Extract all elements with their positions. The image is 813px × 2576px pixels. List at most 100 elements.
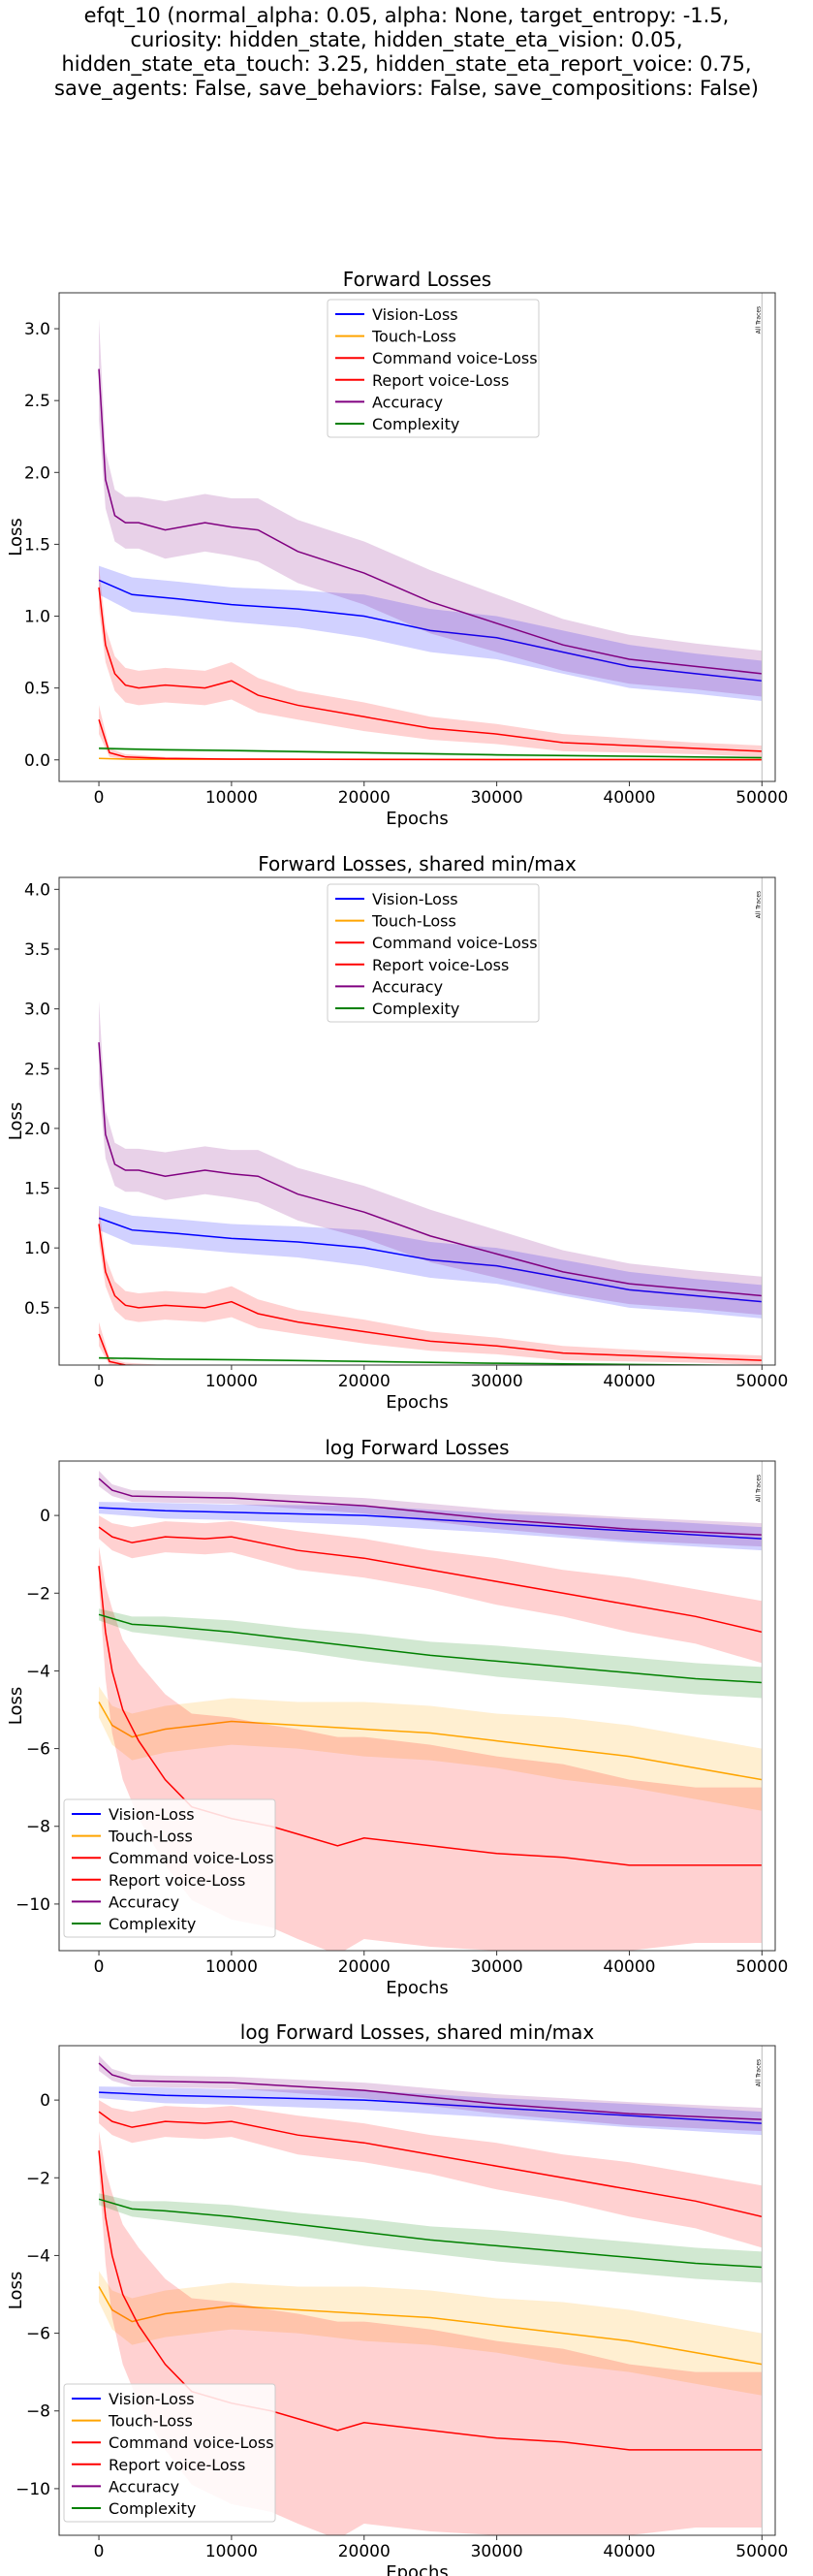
x-tick-label: 50000 (735, 1957, 788, 1977)
series-line-accuracy (98, 2062, 763, 2120)
series-line-touch (99, 1366, 762, 1367)
legend-label-vision: Vision-Loss (109, 1805, 195, 1824)
x-tick-label: 0 (94, 1957, 105, 1977)
series-band-touch (99, 1686, 763, 1811)
y-tick-label: 1.5 (24, 535, 50, 555)
legend-label-command: Command voice-Loss (372, 934, 538, 952)
x-tick-label: 40000 (603, 1957, 655, 1977)
chart-panel-3: log Forward Losses All Traces 0 10000 20000 3… (6, 1436, 788, 1998)
series-band-touch (99, 1366, 762, 1368)
series-line-report (98, 1566, 763, 1866)
y-tick-label: −8 (26, 2402, 50, 2422)
legend-box (327, 883, 540, 1023)
y-tick-label: 1.0 (24, 608, 50, 627)
legend-label-accuracy: Accuracy (372, 393, 443, 411)
x-tick-label: 50000 (735, 2542, 788, 2561)
x-tick-label: 40000 (603, 788, 655, 808)
series-band-accuracy (99, 1471, 763, 1547)
legend-label-accuracy: Accuracy (372, 977, 443, 996)
series-line-accuracy (98, 1042, 763, 1297)
legend-label-command: Command voice-Loss (109, 2433, 274, 2452)
series-band-touch (99, 2271, 763, 2396)
legend-label-complexity: Complexity (109, 2499, 196, 2518)
y-tick-label: 3.0 (24, 320, 50, 339)
x-tick-label: 30000 (471, 2542, 523, 2561)
legend-label-vision: Vision-Loss (109, 2390, 195, 2408)
x-tick-label: 20000 (338, 2542, 391, 2561)
legend-box (327, 299, 540, 438)
y-tick-label: −4 (26, 2246, 50, 2266)
chart-panel-1: Forward Losses All Traces 0 10000 20000 30000… (6, 268, 788, 829)
x-tick-label: 10000 (205, 788, 258, 808)
y-tick-label: −4 (26, 1662, 50, 1681)
x-tick-label: 40000 (603, 2542, 655, 2561)
y-tick-label: 4.0 (24, 880, 50, 900)
legend-box (63, 1798, 276, 1938)
y-tick-label: 0.0 (24, 751, 50, 771)
axes-frame (58, 292, 776, 782)
y-axis-label: Loss (6, 518, 26, 556)
y-axis-label: Loss (6, 1102, 26, 1140)
x-tick-label: 0 (94, 2542, 105, 2561)
plot-area (98, 318, 763, 761)
chart-title: Forward Losses, shared min/max (258, 852, 577, 875)
x-axis-label: Epochs (386, 2562, 449, 2576)
x-tick-label: 10000 (205, 2542, 258, 2561)
legend-label-complexity: Complexity (109, 1915, 196, 1933)
series-band-command (99, 2100, 763, 2248)
series-band-vision (99, 1206, 763, 1319)
legend-label-complexity: Complexity (372, 415, 459, 433)
y-tick-label: 1.0 (24, 1239, 50, 1258)
x-tick-label: 10000 (205, 1957, 258, 1977)
legend-label-command: Command voice-Loss (109, 1849, 274, 1867)
axes-frame (58, 876, 776, 1366)
series-band-vision (99, 1502, 763, 1551)
x-axis-label: Epochs (386, 1978, 449, 1998)
legend-label-touch: Touch-Loss (371, 328, 456, 346)
y-tick-label: −10 (16, 1895, 50, 1915)
x-tick-label: 20000 (338, 1372, 391, 1391)
legend-label-touch: Touch-Loss (371, 912, 456, 931)
series-line-command (98, 2111, 763, 2218)
chart-title: log Forward Losses, shared min/max (240, 2020, 595, 2044)
y-tick-label: 2.0 (24, 1120, 50, 1139)
legend-label-accuracy: Accuracy (109, 1892, 179, 1911)
trace-marker-label: All Traces (755, 891, 762, 918)
legend-label-accuracy: Accuracy (109, 2477, 179, 2496)
x-tick-label: 50000 (735, 788, 788, 808)
chart-title: Forward Losses (343, 268, 491, 291)
x-axis-label: Epochs (386, 809, 449, 829)
series-band-complexity (99, 2193, 763, 2283)
suptitle-line: efqt_10 (normal_alpha: 0.05, alpha: None… (83, 4, 730, 27)
series-band-accuracy (99, 318, 763, 697)
series-band-command (99, 565, 763, 757)
legend: Vision-Loss Touch-Loss Command voice-Loss R… (63, 1798, 276, 1938)
x-tick-label: 50000 (735, 1372, 788, 1391)
y-axis-label: Loss (6, 1687, 26, 1725)
figure-suptitle: efqt_10 (normal_alpha: 0.05, alpha: None… (0, 4, 813, 101)
y-tick-label: 3.0 (24, 1001, 50, 1020)
series-line-complexity (98, 2198, 763, 2269)
legend-label-report: Report voice-Loss (109, 1871, 245, 1890)
series-line-report (98, 719, 763, 761)
series-line-vision (98, 1217, 763, 1303)
x-axis-label: Epochs (386, 1392, 449, 1413)
series-line-complexity (99, 747, 763, 759)
y-tick-label: 2.0 (24, 463, 50, 483)
series-line-vision (98, 579, 763, 682)
legend-label-report: Report voice-Loss (372, 371, 509, 390)
y-tick-label: −8 (26, 1818, 50, 1837)
trace-marker-label: All Traces (755, 1475, 762, 1502)
chart-panel-4: log Forward Losses, shared min/max All Tr… (6, 2020, 788, 2576)
suptitle-line: save_agents: False, save_behaviors: Fals… (54, 77, 759, 100)
legend: Vision-Loss Touch-Loss Command voice-Loss R… (63, 2383, 276, 2523)
series-line-command (98, 587, 763, 752)
suptitle-line: hidden_state_eta_touch: 3.25, hidden_sta… (61, 52, 752, 76)
series-line-report (98, 2150, 763, 2451)
x-tick-label: 20000 (338, 788, 391, 808)
y-tick-label: 3.5 (24, 940, 50, 960)
y-tick-label: −2 (26, 1584, 50, 1604)
series-line-accuracy (98, 1478, 763, 1536)
series-line-touch (98, 2286, 763, 2366)
y-tick-label: 0.5 (24, 1299, 50, 1319)
